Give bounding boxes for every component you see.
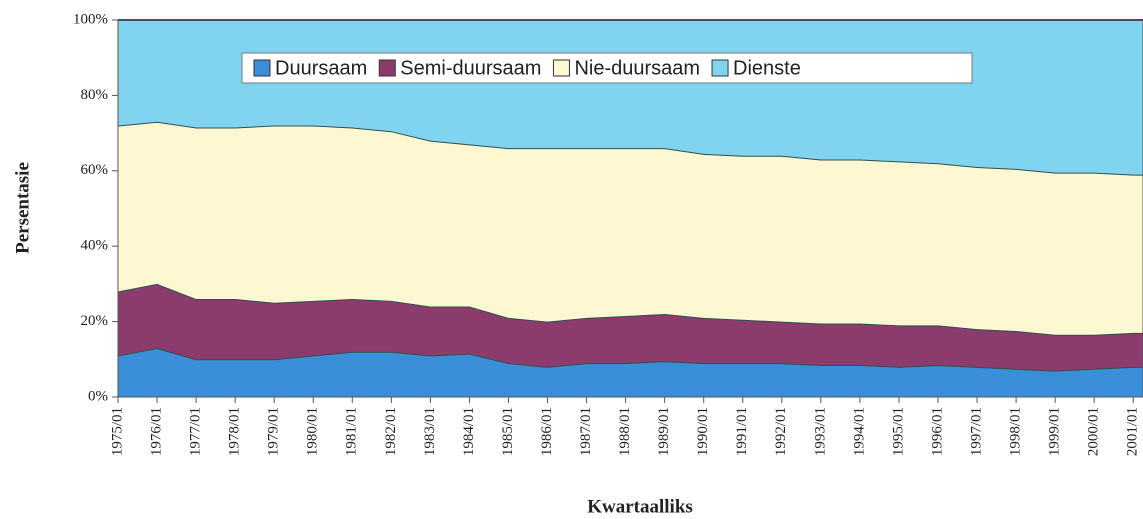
x-tick-label: 1997/01 <box>968 407 984 456</box>
x-tick-label: 1990/01 <box>695 407 711 456</box>
x-tick-label: 1979/01 <box>266 407 282 456</box>
y-tick-label: 60% <box>81 162 109 178</box>
area <box>118 121 1143 335</box>
x-tick-label: 1983/01 <box>422 407 438 456</box>
legend-swatch <box>552 59 570 77</box>
x-tick-label: 1994/01 <box>851 407 867 456</box>
x-tick-label: 2001/01 <box>1125 407 1141 456</box>
x-tick-label: 1986/01 <box>539 407 555 456</box>
y-tick-label: 100% <box>73 11 108 27</box>
x-tick-label: 1987/01 <box>578 407 594 456</box>
x-tick-label: 1977/01 <box>188 407 204 456</box>
legend-swatch <box>253 59 271 77</box>
x-tick-label: 1981/01 <box>344 407 360 456</box>
legend: Duursaam Semi-duursaam Nie-duursaam Dienste <box>241 52 973 84</box>
x-tick-label: 1982/01 <box>383 407 399 456</box>
x-tick-label: 1989/01 <box>656 407 672 456</box>
x-tick-label: 1998/01 <box>1008 407 1024 456</box>
x-tick-label: 2000/01 <box>1086 407 1102 456</box>
x-tick-label: 1992/01 <box>773 407 789 456</box>
legend-label: Dienste <box>733 57 801 79</box>
x-tick-label: 1975/01 <box>109 407 125 456</box>
legend-swatch <box>378 59 396 77</box>
x-tick-label: 1996/01 <box>929 407 945 456</box>
y-axis-title: Persentasie <box>12 162 33 254</box>
legend-label: Duursaam <box>275 57 367 79</box>
x-tick-label: 1985/01 <box>500 407 516 456</box>
y-tick-label: 40% <box>81 238 109 254</box>
x-tick-label: 1999/01 <box>1047 407 1063 456</box>
x-tick-label: 1984/01 <box>461 407 477 456</box>
area <box>118 347 1143 397</box>
x-tick-label: 1976/01 <box>148 407 164 456</box>
x-tick-label: 1995/01 <box>890 407 906 456</box>
legend-label: Nie-duursaam <box>574 57 700 79</box>
area <box>118 283 1143 371</box>
x-tick-label: 1991/01 <box>734 407 750 456</box>
x-tick-label: 1993/01 <box>812 407 828 456</box>
y-tick-label: 80% <box>81 87 109 103</box>
x-axis-title: Kwartaalliks <box>587 496 693 517</box>
legend-swatch <box>711 59 729 77</box>
plot-frame <box>117 19 1143 398</box>
x-tick-label: 1980/01 <box>305 407 321 456</box>
y-tick-label: 0% <box>88 388 108 404</box>
legend-box <box>241 52 973 84</box>
x-tick-label: 1988/01 <box>617 407 633 456</box>
y-tick-label: 20% <box>81 313 109 329</box>
x-tick-label: 1978/01 <box>227 407 243 456</box>
legend-label: Semi-duursaam <box>400 57 541 79</box>
